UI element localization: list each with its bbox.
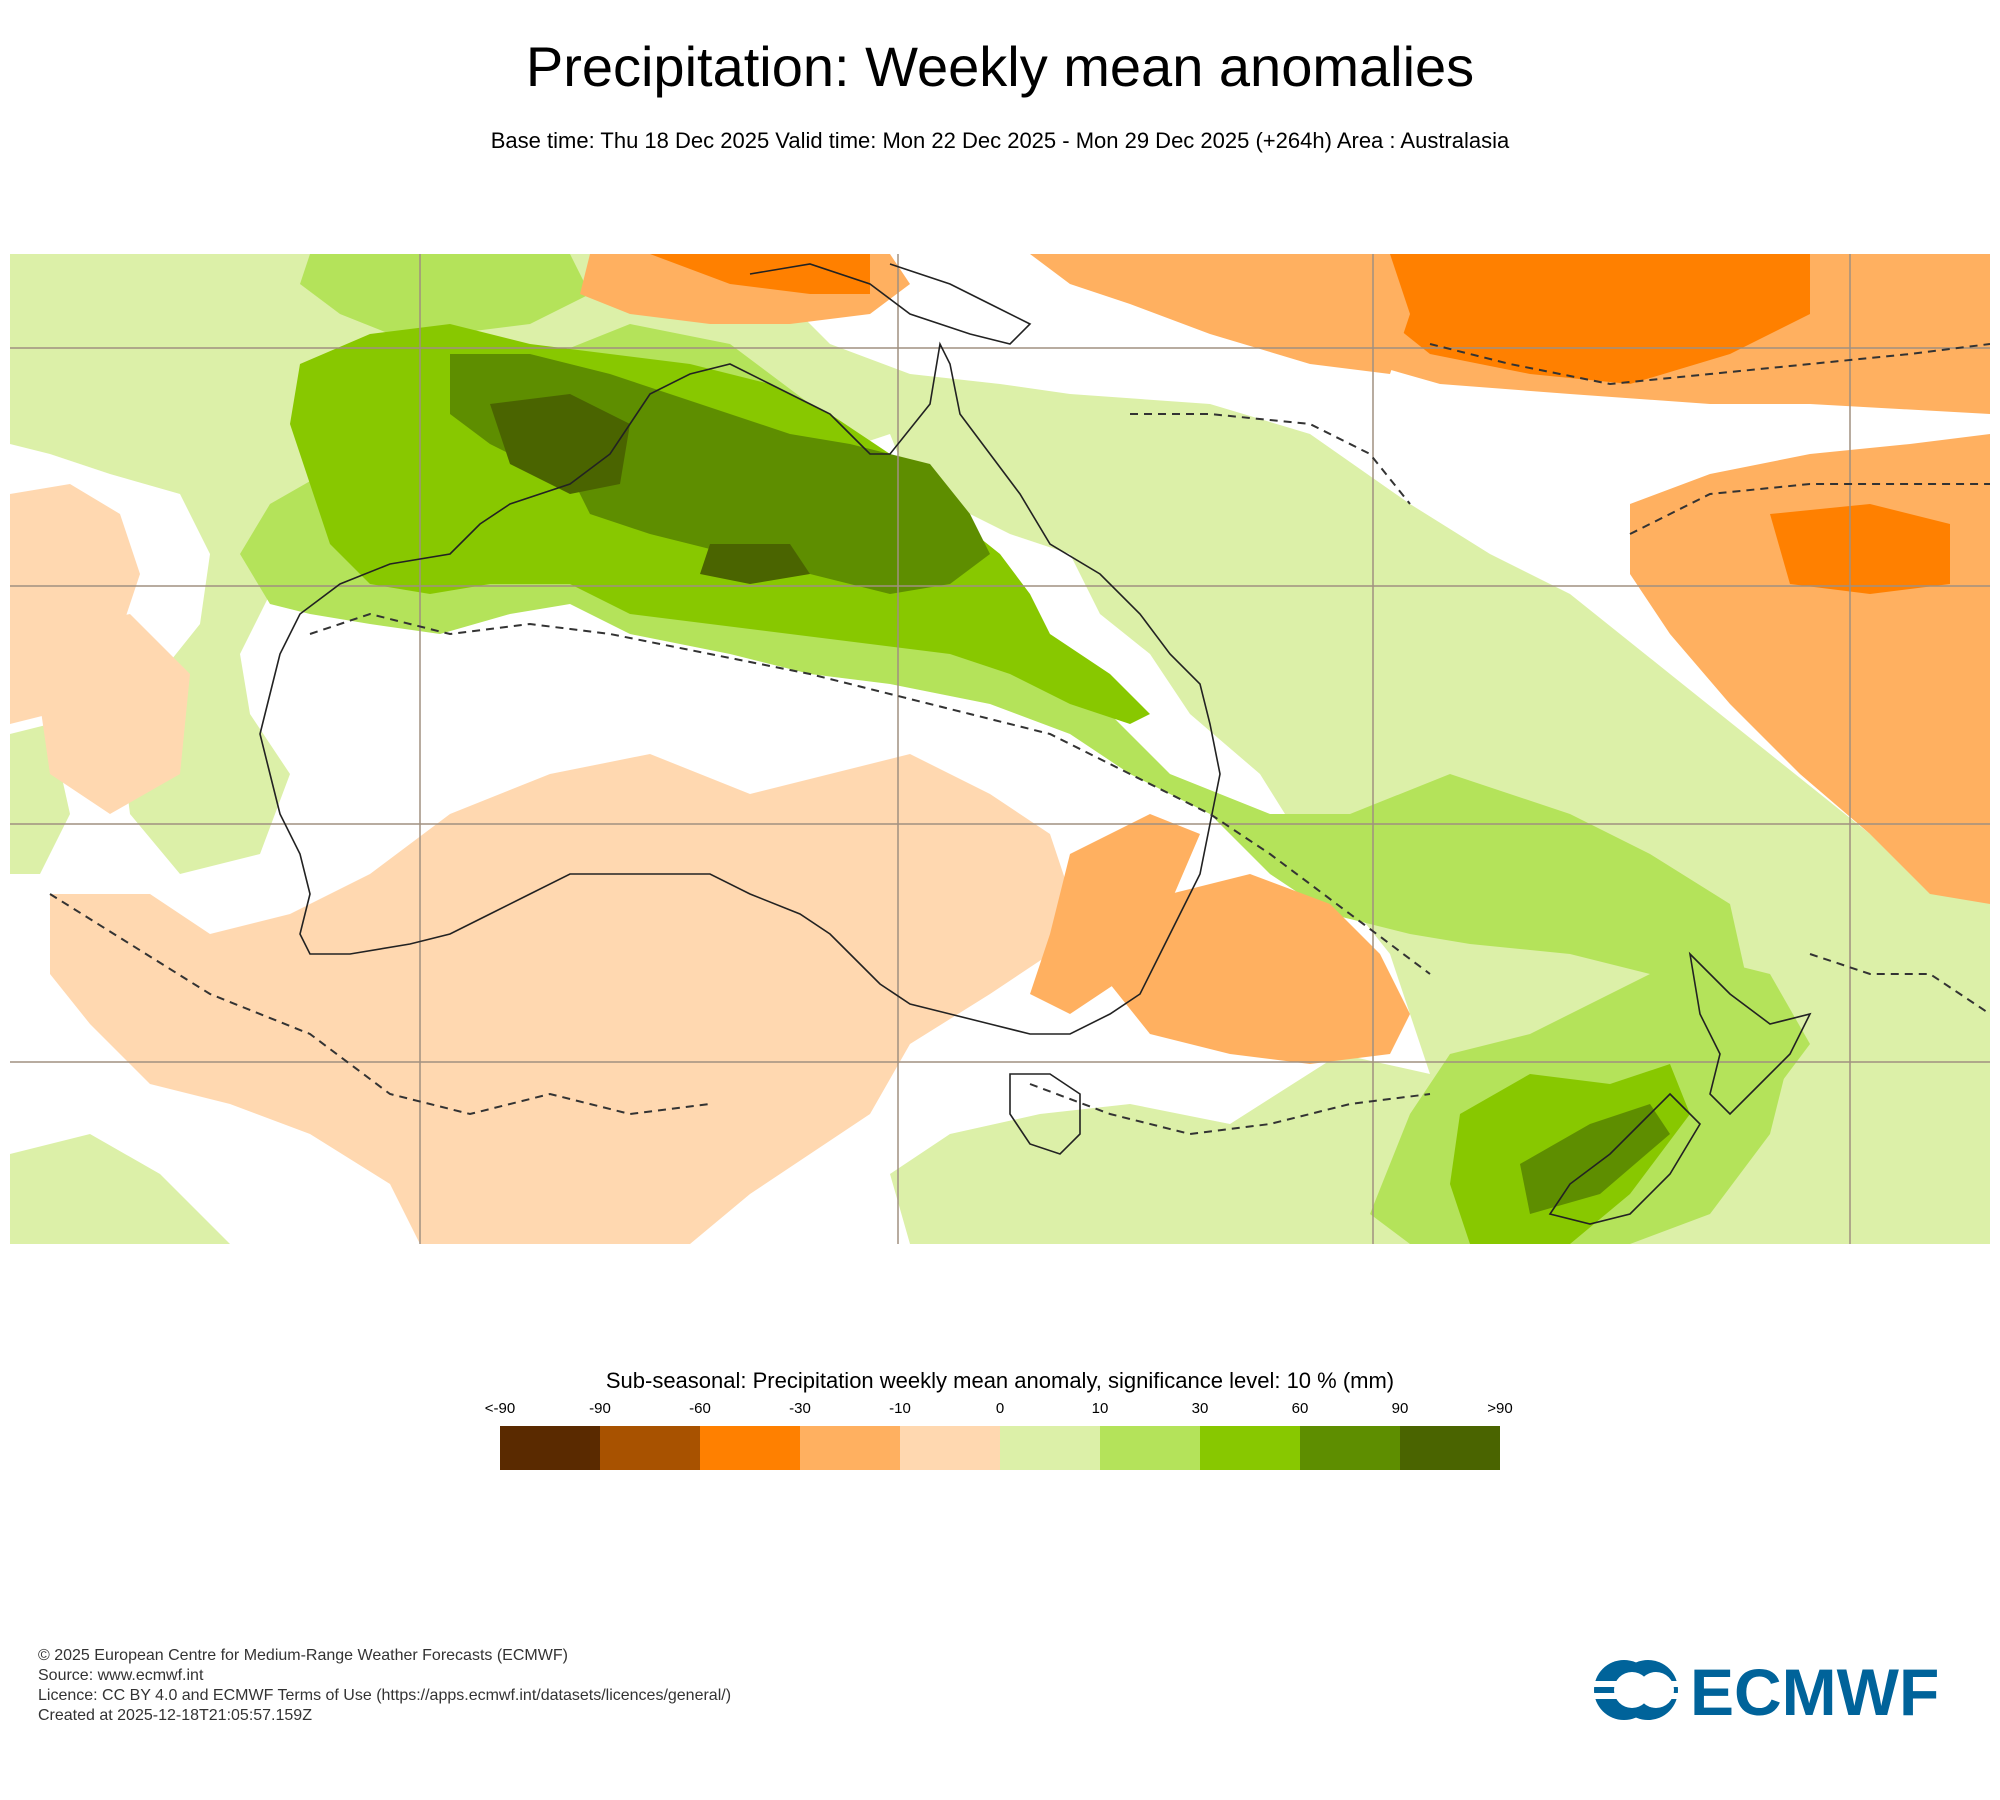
anomaly-region-neg-10-30-nsw xyxy=(1030,814,1200,1014)
legend-tick: 30 xyxy=(1191,1400,1209,1417)
legend-tick: -60 xyxy=(689,1400,711,1417)
australia-coastline xyxy=(259,341,1221,1035)
anomaly-region-10-30-top xyxy=(300,254,590,334)
anomaly-region-neg-10-30-e xyxy=(1770,504,1950,594)
anomaly-map xyxy=(10,254,1990,1244)
legend-tick: -90 xyxy=(589,1400,611,1417)
anomaly-region-above-90-b xyxy=(700,544,810,584)
anomaly-region-neg-0-10-nne xyxy=(1030,254,1410,374)
significance-contours xyxy=(49,343,1990,1136)
legend-swatch xyxy=(800,1426,900,1470)
new-zealand-south-coastline xyxy=(1548,1092,1702,1225)
footer: © 2025 European Centre for Medium-Range … xyxy=(38,1646,731,1726)
tasmania-coastline xyxy=(1009,1073,1081,1155)
anomaly-region-neg-10-30-top xyxy=(650,254,870,294)
anomaly-region-above-90 xyxy=(490,394,630,494)
copyright-text: © 2025 European Centre for Medium-Range … xyxy=(38,1647,568,1664)
new-zealand-north-coastline xyxy=(1688,951,1812,1116)
anomaly-region-10-30-nz xyxy=(1650,954,1810,1154)
legend-tick: -30 xyxy=(789,1400,811,1417)
map-graticule xyxy=(10,254,1990,1244)
legend-swatch xyxy=(500,1426,600,1470)
anomaly-region-neg-10-30-ne xyxy=(1370,254,1810,384)
legend-tick: 60 xyxy=(1291,1400,1309,1417)
legend-tick: >90 xyxy=(1487,1400,1513,1417)
ecmwf-logo-icon xyxy=(1590,1660,1680,1720)
legend-tick: 90 xyxy=(1391,1400,1409,1417)
legend-swatches xyxy=(500,1426,1500,1470)
anomaly-region-0-10 xyxy=(10,254,1990,1244)
new-guinea-coastline xyxy=(749,263,1032,345)
colour-legend: <-90 -90 -60 -30 -10 0 10 30 60 90 >90 xyxy=(485,1400,1513,1480)
legend-tick: -10 xyxy=(889,1400,911,1417)
legend-swatch xyxy=(1100,1426,1200,1470)
legend-tick: 10 xyxy=(1091,1400,1109,1417)
ecmwf-logo: ECMWF xyxy=(1590,1655,1939,1725)
page-subtitle: Base time: Thu 18 Dec 2025 Valid time: M… xyxy=(490,128,1510,153)
anomaly-region-0-10-sw xyxy=(10,1134,230,1244)
legend-tick: <-90 xyxy=(484,1400,516,1417)
anomaly-region-neg-10-30-tasman xyxy=(1110,874,1410,1064)
legend-swatch xyxy=(900,1426,1000,1470)
legend-swatch xyxy=(1300,1426,1400,1470)
legend-swatch xyxy=(1200,1426,1300,1470)
licence-text: Licence: CC BY 4.0 and ECMWF Terms of Us… xyxy=(38,1687,732,1704)
source-text: Source: www.ecmwf.int xyxy=(38,1667,204,1684)
ecmwf-logo-text: ECMWF xyxy=(1690,1655,1939,1725)
anomaly-region-neg-0-10-w xyxy=(30,614,190,814)
legend-swatch xyxy=(600,1426,700,1470)
page-title: Precipitation: Weekly mean anomalies xyxy=(525,35,1475,98)
legend-tick: 0 xyxy=(995,1400,1005,1417)
legend-swatch xyxy=(700,1426,800,1470)
created-text: Created at 2025-12-18T21:05:57.159Z xyxy=(38,1707,312,1724)
legend-title: Sub-seasonal: Precipitation weekly mean … xyxy=(605,1368,1395,1393)
legend-swatch xyxy=(1400,1426,1500,1470)
anomaly-region-neg-0-10-south xyxy=(50,754,1070,1244)
legend-swatch xyxy=(1000,1426,1100,1470)
